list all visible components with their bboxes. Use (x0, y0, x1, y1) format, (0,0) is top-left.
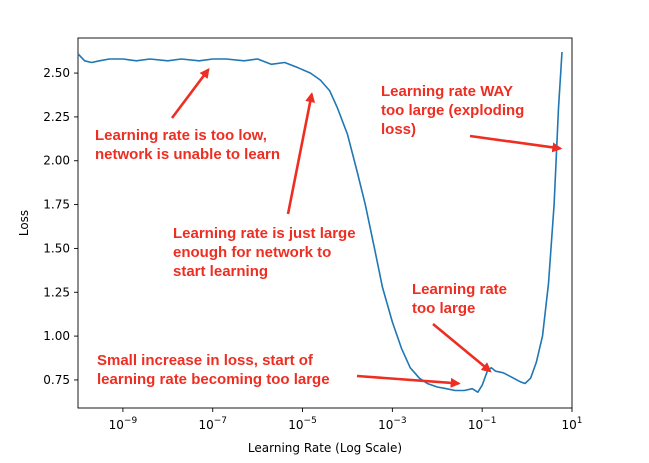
annotation-arrow (356, 374, 461, 388)
x-tick-label: 10−5 (288, 416, 317, 432)
annotation-start-learning: Learning rate is just large enough for n… (173, 225, 356, 280)
x-axis: 10−9 10−7 10−5 10−3 10−1 101 (109, 408, 583, 432)
x-tick-label: 10−7 (198, 416, 227, 432)
y-tick-label: 1.75 (43, 198, 70, 212)
y-tick-label: 1.50 (43, 241, 70, 255)
plot-frame (77, 37, 573, 409)
x-tick-label: 10−3 (378, 416, 407, 432)
annotation-arrows (170, 67, 563, 388)
y-tick-label: 0.75 (43, 373, 70, 387)
y-tick-label: 2.25 (43, 110, 70, 124)
y-axis: 0.75 1.00 1.25 1.50 1.75 2.00 2.25 2.50 (43, 66, 78, 387)
y-tick-label: 1.00 (43, 329, 70, 343)
y-tick-label: 2.00 (43, 154, 70, 168)
x-tick-label: 10−1 (468, 416, 497, 432)
annotation-arrow (286, 92, 316, 215)
x-axis-title: Learning Rate (Log Scale) (248, 441, 402, 455)
annotation-small-increase: Small increase in loss, start of learnin… (97, 352, 330, 388)
annotation-too-large: Learning rate too large (412, 281, 508, 317)
annotation-arrow (170, 67, 210, 119)
y-tick-label: 1.25 (43, 285, 70, 299)
annotation-too-low: Learning rate is too low, network is una… (95, 127, 281, 163)
y-axis-title: Loss (17, 210, 31, 236)
annotation-arrow (469, 134, 563, 153)
x-tick-label: 10−9 (109, 416, 138, 432)
annotation-arrow (432, 322, 492, 373)
x-tick-label: 101 (561, 416, 582, 432)
annotation-exploding: Learning rate WAY too large (exploding l… (381, 83, 525, 138)
y-tick-label: 2.50 (43, 66, 70, 80)
loss-curve (77, 51, 563, 393)
